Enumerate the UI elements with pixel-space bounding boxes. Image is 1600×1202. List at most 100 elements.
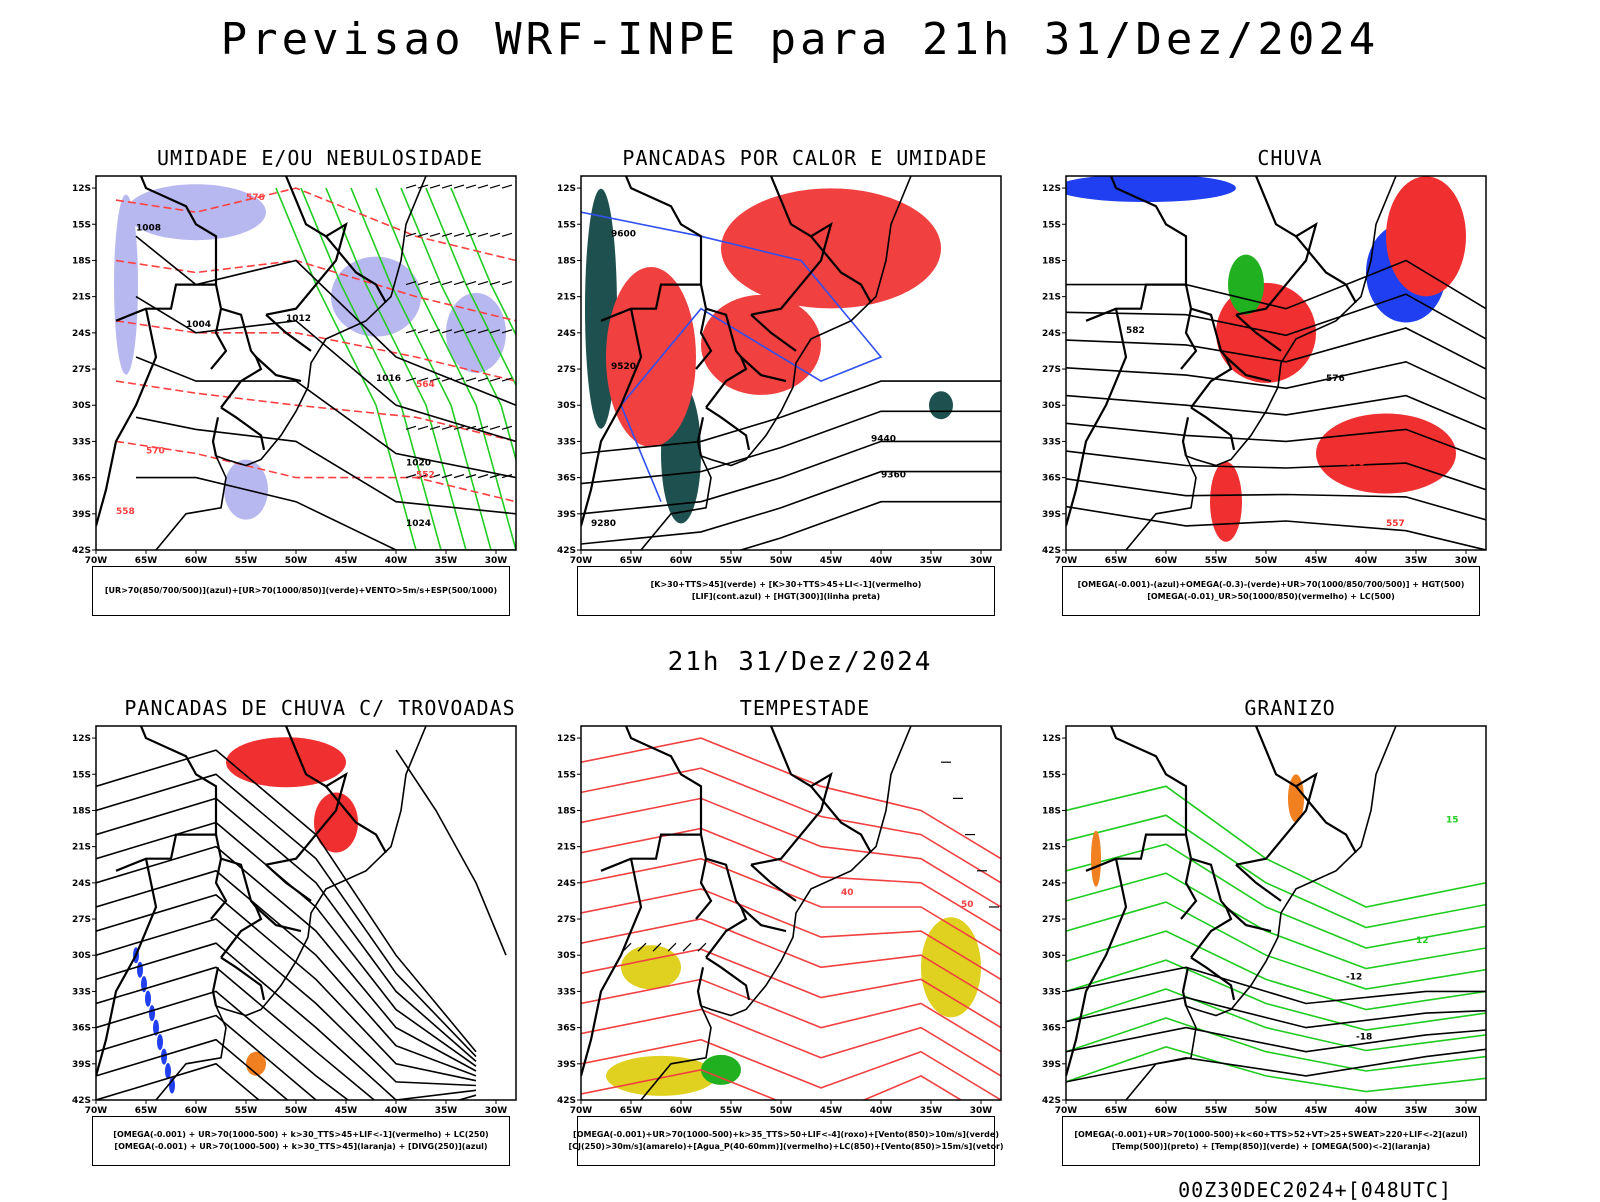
lon-tick-label: 60W [1155, 556, 1178, 566]
map-frame [95, 725, 517, 1101]
wind-vector [441, 474, 453, 479]
wind-vector [489, 232, 501, 237]
hgt300-contour [581, 440, 1001, 515]
wind-vector [429, 232, 441, 237]
geography [581, 726, 912, 1100]
wind-vector [477, 425, 489, 430]
lon-tick-label: 55W [720, 556, 743, 566]
temp500-contour [1066, 1026, 1486, 1053]
lat-tick-label: 42S [1042, 1096, 1061, 1106]
border-line [600, 833, 701, 872]
wind-vector [477, 377, 489, 382]
border-line [115, 283, 216, 322]
legend-line: [LIF](cont.azul) + [HGT(300)](linha pret… [691, 592, 881, 601]
map-pancadas-calor: 9600 9520 9440 9360 9280 12S 15S 18S 21S 24S 27S 30… [557, 175, 1002, 566]
wind-vector [441, 377, 453, 382]
lon-tick-label: 30W [485, 1106, 508, 1116]
wind-vector [441, 425, 453, 430]
lat-tick-label: 27S [557, 365, 576, 375]
lat-tick-label: 18S [72, 256, 91, 266]
lat-tick-label: 12S [557, 734, 576, 744]
lon-tick-label: 60W [185, 1106, 208, 1116]
lon-tick-label: 40W [385, 1106, 408, 1116]
hgt300-contour [581, 380, 1001, 455]
wind850-green-area [701, 1054, 741, 1085]
border-line [1066, 858, 1128, 1077]
lat-tick-label: 36S [1042, 1024, 1061, 1034]
lc-label: 570 [1346, 459, 1365, 469]
divergence-blue-area [149, 1005, 155, 1022]
pressure-label: 1012 [286, 314, 311, 324]
wind-vector [501, 474, 513, 479]
wind-vector [489, 377, 501, 382]
lon-tick-label: 65W [135, 1106, 158, 1116]
panel-legend: [OMEGA(-0.001)+UR>70(1000-500)+k>35_TTS>… [568, 1116, 1004, 1166]
lat-tick-label: 21S [72, 843, 91, 853]
lc250-streamline [395, 749, 507, 956]
panel-title: PANCADAS DE CHUVA C/ TROVOADAS [124, 696, 516, 720]
lc250-streamline [96, 894, 477, 1082]
lat-tick-label: 27S [72, 365, 91, 375]
map-frame [1065, 175, 1487, 551]
map-frame [1065, 725, 1487, 1101]
lif-contour [581, 211, 883, 503]
border-line [325, 235, 387, 304]
lon-tick-label: 30W [1455, 1106, 1478, 1116]
wind-vector [441, 281, 453, 286]
lat-tick-label: 18S [557, 256, 576, 266]
lon-tick-label: 55W [235, 556, 258, 566]
legend-line: [OMEGA(-0.001)+UR>70(1000-500)+k<60+TTS>… [1074, 1130, 1468, 1139]
omega500-orange-area [1091, 830, 1101, 887]
border-line [255, 356, 302, 383]
lon-tick-label: 65W [1105, 556, 1128, 566]
lat-tick-label: 24S [72, 329, 91, 339]
pressure-label: 1024 [406, 519, 431, 529]
border-line [740, 906, 787, 933]
panel-legend: [UR>70(850/700/500)](azul)+[UR>70(1000/8… [92, 566, 510, 616]
border-line [96, 176, 223, 309]
lat-tick-label: 21S [557, 843, 576, 853]
border-line [581, 726, 708, 859]
map-layers: 9600 9520 9440 9360 9280 [581, 188, 1001, 550]
lat-tick-label: 42S [72, 546, 91, 556]
lon-tick-label: 70W [1055, 1106, 1078, 1116]
pressure-contour [135, 416, 516, 515]
border-line [695, 308, 713, 370]
lon-tick-label: 55W [720, 1106, 743, 1116]
lon-tick-label: 70W [570, 1106, 593, 1116]
lon-tick-label: 35W [435, 1106, 458, 1116]
wind-vector [405, 184, 417, 189]
wind-vector [489, 329, 501, 334]
border-line [265, 863, 312, 902]
lc850-streamline [581, 918, 1001, 1005]
map-tempestade: 40 50 12S 15S 18S 21S 24S 27S 30S 33S 36S 39S 42S70W… [557, 725, 1002, 1116]
hgt500-streamline [1066, 394, 1486, 431]
geography [96, 726, 427, 1100]
wind-vector [477, 281, 489, 286]
panel-pancadas-calor: PANCADAS POR CALOR E UMIDADE 9600 9520 944… [555, 146, 1055, 616]
wind-vector [477, 474, 489, 479]
lat-tick-label: 15S [72, 220, 91, 230]
lat-tick-label: 36S [72, 1024, 91, 1034]
wind-vector [489, 281, 501, 286]
lon-tick-label: 55W [1205, 556, 1228, 566]
lc250-streamline [96, 773, 477, 1058]
border-line [1085, 833, 1186, 872]
lat-tick-label: 42S [557, 1096, 576, 1106]
lc250-streamline [96, 1014, 318, 1100]
lon-tick-label: 30W [485, 556, 508, 566]
divergence-blue-area [157, 1034, 163, 1051]
lat-tick-label: 27S [1042, 915, 1061, 925]
lon-tick-label: 40W [1355, 1106, 1378, 1116]
lc850-streamline [581, 978, 1001, 1053]
wind-vector [417, 281, 429, 286]
lc250-streamline [96, 942, 477, 1100]
pressure-contour [135, 295, 516, 443]
wind-vector [501, 232, 513, 237]
border-line [1225, 356, 1272, 383]
border-line [211, 417, 220, 457]
lc850-streamline [581, 888, 1001, 981]
border-line [255, 906, 302, 933]
lon-tick-label: 45W [820, 556, 843, 566]
